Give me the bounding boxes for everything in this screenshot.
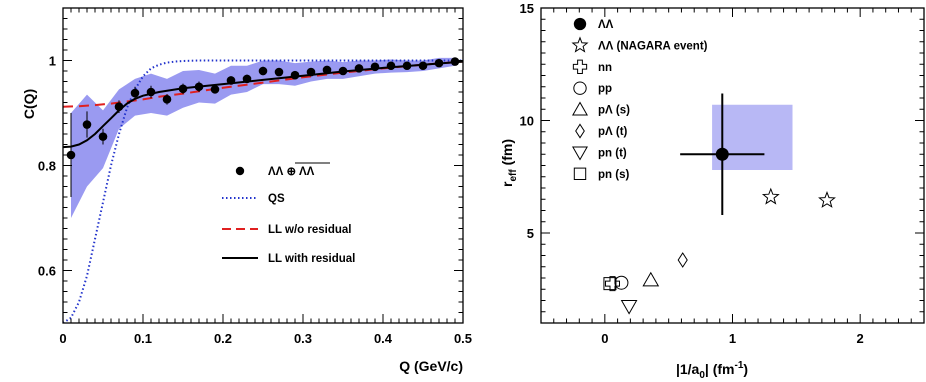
data-point xyxy=(114,102,124,111)
data-point xyxy=(354,64,364,73)
data-point xyxy=(306,67,316,77)
legend-label: ΛΛ xyxy=(598,19,614,31)
y-tick-label: 10 xyxy=(520,114,534,129)
point-diamond xyxy=(677,252,688,268)
y-tick-label: 15 xyxy=(520,1,534,16)
legend-marker-star xyxy=(571,36,589,53)
data-point xyxy=(146,87,156,97)
left-panel: 0 0.1 0.2 0.3 0.4 0.5 0.6 0.8 1 Q (GeV/c) C(Q) Λ… xyxy=(21,7,472,374)
point-cross xyxy=(604,276,620,292)
data-point xyxy=(370,62,380,72)
data-point xyxy=(402,61,412,71)
point-star xyxy=(761,187,780,205)
left-plot-frame xyxy=(62,7,464,324)
x-tick-label: 2 xyxy=(857,331,864,346)
point-circle xyxy=(614,275,629,290)
point-triangle-up xyxy=(642,271,660,287)
legend-label: pn (s) xyxy=(598,169,629,181)
data-point xyxy=(450,57,460,66)
y-tick-label: 1 xyxy=(49,54,56,69)
x-tick-label: 1 xyxy=(729,331,736,346)
x-tick-label: 0.1 xyxy=(134,331,152,346)
x-tick-label: 0 xyxy=(59,331,66,346)
data-point xyxy=(178,84,188,94)
point-star xyxy=(818,191,836,208)
legend-label: pΛ (s) xyxy=(598,105,630,117)
legend-marker-circle xyxy=(573,81,587,95)
point-triangle-down xyxy=(620,300,638,315)
data-point xyxy=(434,58,444,68)
left-tick-labels: 0 0.1 0.2 0.3 0.4 0.5 0.6 0.8 1 xyxy=(38,54,472,347)
legend-label-ll-with-residual: LL with residual xyxy=(268,253,355,265)
data-point xyxy=(338,66,348,76)
legend-marker-cross xyxy=(572,59,588,74)
point-filled-circle xyxy=(715,147,729,161)
legend-label: pn (t) xyxy=(598,147,627,159)
legend-label: nn xyxy=(598,62,612,74)
data-point xyxy=(258,66,268,76)
data-point xyxy=(210,85,220,94)
point-square xyxy=(603,277,617,291)
y-tick-label: 0.6 xyxy=(38,264,56,279)
x-tick-label: 0.3 xyxy=(294,331,312,346)
curve-ll-with-residual xyxy=(63,60,463,149)
legend-label: pp xyxy=(598,83,612,95)
x-tick-label: 0 xyxy=(601,331,608,346)
legend-marker-diamond xyxy=(575,123,585,139)
legend-marker-triangle-down xyxy=(572,146,588,161)
right-points-layer xyxy=(603,93,836,315)
right-ticks xyxy=(540,7,925,324)
legend-label-ll-wo-residual: LL w/o residual xyxy=(268,224,352,236)
legend-label: ΛΛ (NAGARA event) xyxy=(598,40,708,52)
x-tick-label: 0.2 xyxy=(214,331,232,346)
legend-label-qs: QS xyxy=(268,193,285,205)
data-point xyxy=(82,120,92,129)
right-tick-labels: 0 1 2 5 10 15 xyxy=(520,1,864,346)
data-point xyxy=(98,132,108,141)
left-x-axis-label: Q (GeV/c) xyxy=(399,358,463,374)
y-tick-label: 0.8 xyxy=(38,159,56,174)
legend-marker-lambda-lambda xyxy=(235,166,245,176)
data-point xyxy=(130,88,140,98)
y-tick-label: 5 xyxy=(527,226,534,241)
data-point xyxy=(274,67,284,77)
left-ticks xyxy=(62,7,464,324)
data-point xyxy=(66,150,76,160)
right-panel: 0 1 2 5 10 15 |1/a0| (fm-1) reff (fm) ΛΛ ΛΛ (N… xyxy=(499,1,925,381)
right-x-axis-label: |1/a0| (fm-1) xyxy=(676,360,748,381)
data-point xyxy=(290,70,300,80)
left-points-layer xyxy=(66,57,460,197)
right-y-axis-label: reff (fm) xyxy=(499,139,519,187)
legend-marker-filled-circle xyxy=(573,17,587,31)
legend-marker-square xyxy=(573,167,587,181)
right-legend: ΛΛ ΛΛ (NAGARA event) nn pp pΛ (s) pΛ (t) pn (t… xyxy=(571,17,708,181)
x-tick-label: 0.5 xyxy=(454,331,472,346)
left-legend: ΛΛ ⊕ ΛΛ QS LL w/o residual LL with resid… xyxy=(222,162,355,265)
legend-marker-triangle-up xyxy=(572,101,588,116)
x-tick-label: 0.4 xyxy=(374,331,393,346)
data-point xyxy=(386,61,396,71)
data-point xyxy=(194,82,204,92)
legend-label-lambda-lambda: ΛΛ ⊕ ΛΛ xyxy=(268,166,315,178)
data-point xyxy=(162,95,172,104)
data-point xyxy=(226,76,236,85)
data-point xyxy=(242,74,252,84)
data-point xyxy=(418,61,428,71)
left-y-axis-label: C(Q) xyxy=(21,89,37,119)
data-point xyxy=(322,65,332,75)
legend-label: pΛ (t) xyxy=(598,126,628,138)
